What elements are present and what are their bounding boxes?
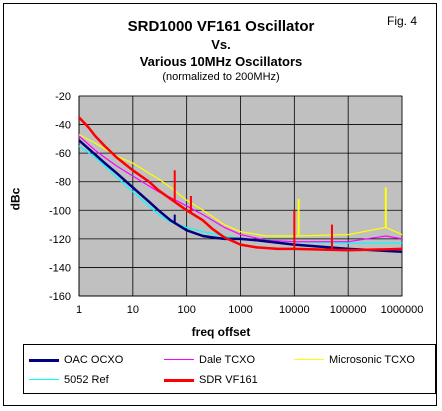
legend-label: Dale TCXO <box>199 354 256 366</box>
legend-label: 5052 Ref <box>64 374 109 386</box>
y-tick-label: -80 <box>55 177 71 189</box>
legend-swatch <box>29 359 59 362</box>
y-tick-label: -160 <box>49 291 71 303</box>
legend-swatch <box>164 379 194 382</box>
x-tick-label: 100 <box>177 304 195 316</box>
legend-label: OAC OCXO <box>64 354 124 366</box>
x-tick-label: 1000 <box>228 304 252 316</box>
y-tick-label: -140 <box>49 262 71 274</box>
series-line-sdr-vf161 <box>78 116 403 252</box>
series-line-oac-ocxo <box>78 139 403 253</box>
chart-subtitle-2: Various 10MHz Oscillators <box>139 54 303 69</box>
legend-item-microsonic-tcxo: Microsonic TCXO <box>294 353 434 367</box>
legend-label: Microsonic TCXO <box>329 354 415 366</box>
y-tick-label: -100 <box>49 205 71 217</box>
y-tick-label: -120 <box>49 234 71 246</box>
x-tick-label: 1000000 <box>381 304 424 316</box>
x-axis-label: freq offset <box>191 325 251 339</box>
y-axis-label: dBc <box>8 187 23 211</box>
legend: OAC OCXO Dale TCXO Microsonic TCXO 5052 … <box>23 344 436 394</box>
x-tick-label: 1 <box>76 304 82 316</box>
y-tick-label: -60 <box>55 148 71 160</box>
chart-title: SRD1000 VF161 Oscillator <box>127 18 315 35</box>
legend-swatch <box>164 359 194 360</box>
chart-subtitle: Vs. <box>211 37 231 52</box>
y-tick-label: -20 <box>55 91 71 103</box>
x-tick-label: 100000 <box>330 304 367 316</box>
series-line-dale-tcxo <box>78 135 403 243</box>
x-tick-label: 10000 <box>279 304 310 316</box>
legend-swatch <box>294 359 324 360</box>
legend-item-5052-ref: 5052 Ref <box>29 373 159 387</box>
figure-label: Fig. 4 <box>387 14 418 28</box>
y-tick-label: -40 <box>55 120 71 132</box>
legend-item-oac-ocxo: OAC OCXO <box>29 353 159 367</box>
chart-subtitle-3: (normalized to 200MHz) <box>162 71 280 83</box>
x-tick-label: 10 <box>127 304 139 316</box>
legend-swatch <box>29 379 59 380</box>
legend-item-dale-tcxo: Dale TCXO <box>164 353 294 367</box>
legend-item-sdr-vf161: SDR VF161 <box>164 373 294 387</box>
legend-label: SDR VF161 <box>199 374 258 386</box>
